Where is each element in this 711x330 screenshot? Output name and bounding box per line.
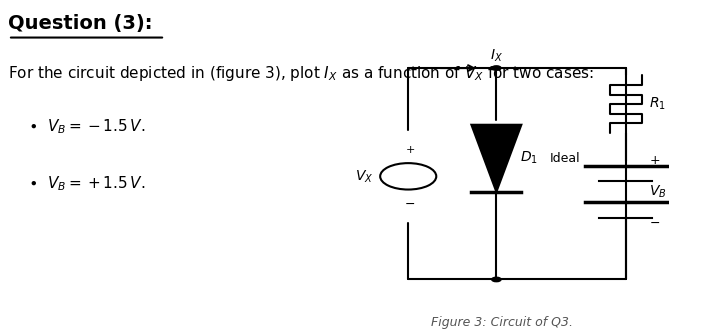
Text: $-$: $-$ (404, 197, 415, 210)
Text: Figure 3: Circuit of Q3.: Figure 3: Circuit of Q3. (432, 315, 573, 329)
Circle shape (492, 66, 501, 70)
Text: $\mathit{V}_B$: $\mathit{V}_B$ (649, 183, 667, 200)
Text: $\mathit{D}_1$: $\mathit{D}_1$ (520, 150, 538, 167)
Text: Question (3):: Question (3): (8, 14, 153, 33)
Circle shape (492, 277, 501, 282)
Text: $-$: $-$ (649, 216, 661, 229)
Polygon shape (471, 125, 521, 192)
Text: $\mathit{V}_X$: $\mathit{V}_X$ (356, 168, 374, 184)
Text: $+$: $+$ (405, 144, 415, 155)
Text: $\mathit{R}_1$: $\mathit{R}_1$ (649, 96, 666, 112)
Text: $\bullet$  $\mathit{V}_B = +1.5\,V$.: $\bullet$ $\mathit{V}_B = +1.5\,V$. (28, 174, 145, 193)
Text: For the circuit depicted in (figure 3), plot $\mathit{I}_X$ as a function of $\m: For the circuit depicted in (figure 3), … (8, 64, 594, 83)
Text: $\mathit{I}_X$: $\mathit{I}_X$ (490, 48, 503, 64)
Text: $\bullet$  $\mathit{V}_B = -1.5\,V$.: $\bullet$ $\mathit{V}_B = -1.5\,V$. (28, 118, 145, 136)
Text: Ideal: Ideal (550, 152, 580, 165)
Text: $+$: $+$ (649, 154, 661, 167)
